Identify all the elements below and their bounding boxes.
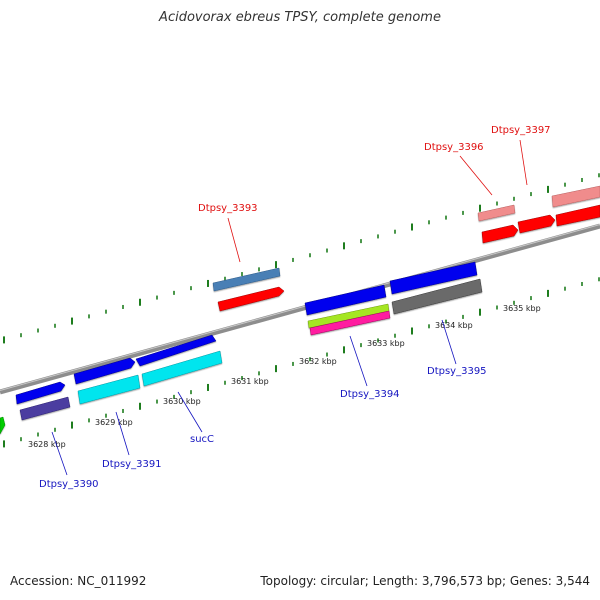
- tick-row-lower: [3, 277, 600, 448]
- gene-dtpsy-3389-edge[interactable]: [0, 416, 6, 435]
- genome-stats-text: Topology: circular; Length: 3,796,573 bp…: [260, 574, 590, 588]
- gene-dtpsy-3396-rna[interactable]: [481, 224, 519, 244]
- genome-backbone: [0, 223, 600, 395]
- gene-dtpsy-3390[interactable]: [19, 396, 71, 421]
- gene-dtpsy-3397-rna[interactable]: [517, 214, 556, 234]
- leader-dtpsy-3395: [441, 319, 457, 365]
- accession-text: Accession: NC_011992: [10, 574, 147, 588]
- gene-dtpsy-3396[interactable]: [477, 204, 516, 222]
- leader-dtpsy-3394: [349, 335, 368, 387]
- leader-succ: [177, 391, 203, 433]
- gene-label-dtpsy-3393[interactable]: Dtpsy_3393: [198, 203, 258, 214]
- gene-dtpsy-3398[interactable]: [555, 204, 600, 227]
- gene-label-dtpsy-3395[interactable]: Dtpsy_3395: [427, 366, 487, 377]
- kbp-label: 3635 kbp: [503, 304, 541, 313]
- kbp-label: 3631 kbp: [231, 377, 269, 386]
- tick-row-upper: [3, 173, 600, 344]
- kbp-label: 3629 kbp: [95, 418, 133, 427]
- leader-dtpsy-3397: [519, 139, 528, 186]
- gene-dtpsy-3390-upper[interactable]: [15, 381, 66, 405]
- gene-dtpsy-3391-upper[interactable]: [73, 357, 136, 385]
- kbp-label: 3630 kbp: [163, 397, 201, 406]
- genome-backbone-highlight: [0, 224, 600, 391]
- gene-dtpsy-3391[interactable]: [77, 374, 141, 405]
- leader-dtpsy-3393: [227, 217, 241, 263]
- gene-dtpsy-3393[interactable]: [212, 267, 281, 292]
- kbp-label: 3628 kbp: [28, 440, 66, 449]
- gene-succ-upper[interactable]: [135, 334, 217, 367]
- gene-label-dtpsy-3390[interactable]: Dtpsy_3390: [39, 479, 99, 490]
- gene-dtpsy-3394[interactable]: [309, 310, 391, 336]
- gene-label-succ[interactable]: sucC: [190, 434, 214, 445]
- gene-dtpsy-3393-rna[interactable]: [217, 286, 285, 312]
- gene-dtpsy-3395[interactable]: [391, 278, 483, 315]
- kbp-label: 3634 kbp: [435, 321, 473, 330]
- gene-label-dtpsy-3396[interactable]: Dtpsy_3396: [424, 142, 484, 153]
- kbp-label: 3632 kbp: [299, 357, 337, 366]
- gene-label-dtpsy-3397[interactable]: Dtpsy_3397: [491, 125, 551, 136]
- kbp-label: 3633 kbp: [367, 339, 405, 348]
- leader-dtpsy-3391: [115, 411, 130, 456]
- gene-succ[interactable]: [141, 350, 223, 387]
- map-title: Acidovorax ebreus TPSY, complete genome: [159, 10, 441, 25]
- leader-dtpsy-3396: [459, 155, 493, 196]
- gene-dtpsy-3395-upper[interactable]: [389, 261, 478, 295]
- leader-dtpsy-3390: [51, 431, 68, 476]
- gene-dtpsy-3394-upper[interactable]: [304, 284, 387, 316]
- gene-label-dtpsy-3391[interactable]: Dtpsy_3391: [102, 459, 162, 470]
- gene-dtpsy-3397[interactable]: [551, 185, 600, 208]
- gene-label-dtpsy-3394[interactable]: Dtpsy_3394: [340, 389, 400, 400]
